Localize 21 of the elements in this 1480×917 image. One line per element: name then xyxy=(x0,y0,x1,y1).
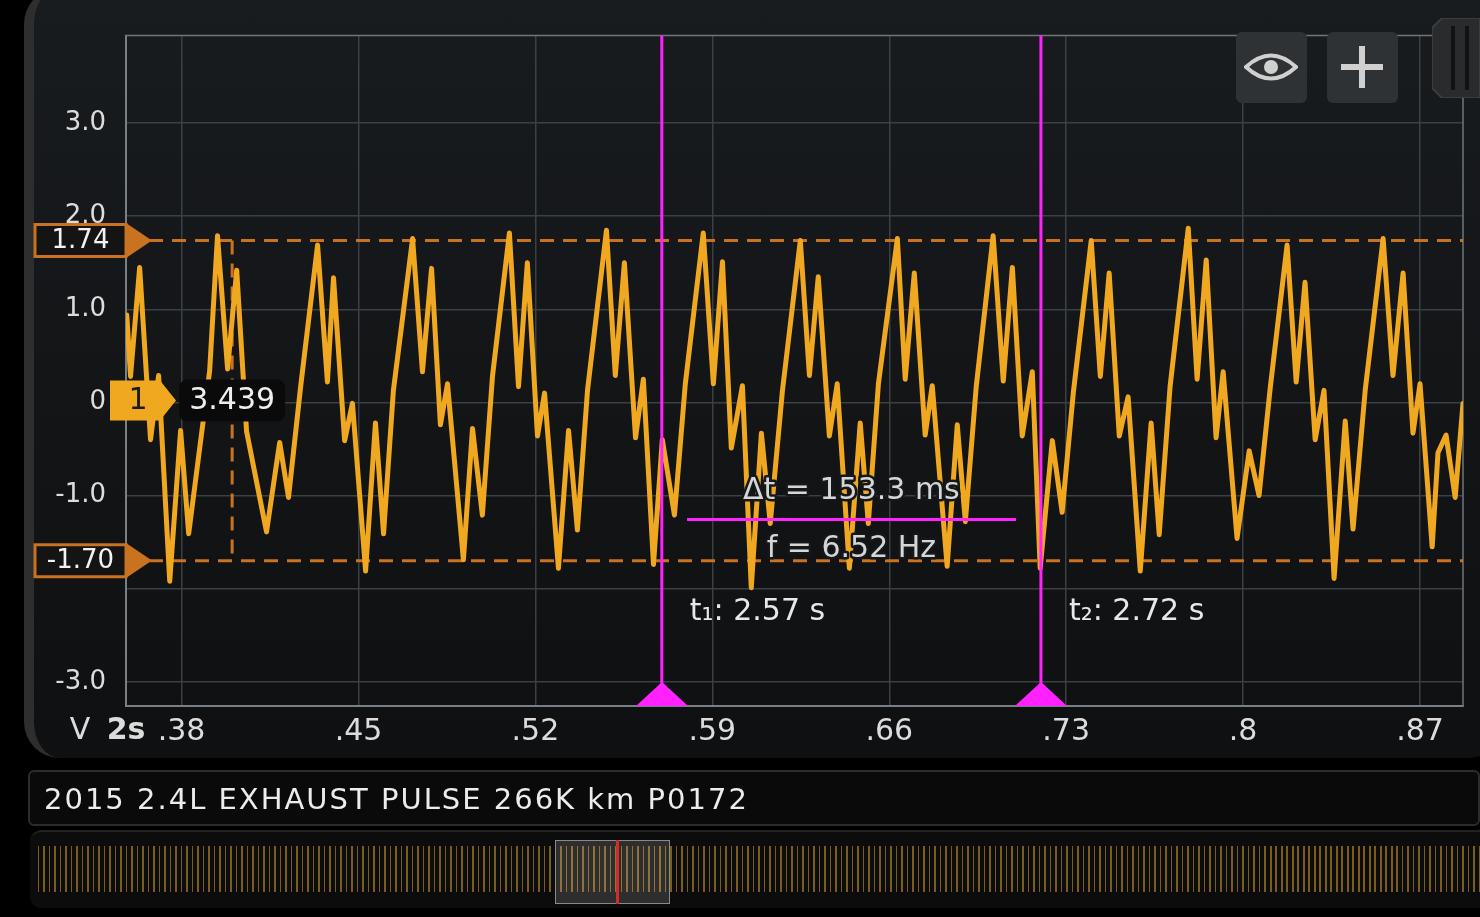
y-axis-title: V xyxy=(69,710,91,746)
x-tick-label: .52 xyxy=(511,711,560,747)
x-tick-label: .59 xyxy=(688,711,737,747)
y-tick-label: 3.0 xyxy=(64,105,106,136)
x-tick-label: .45 xyxy=(334,711,383,747)
y-tick-label: 0 xyxy=(89,385,106,416)
y-tick-label: -1.0 xyxy=(55,478,106,509)
y-tick-label: 1.0 xyxy=(64,292,106,323)
annotation: t₂: 2.72 s xyxy=(1068,591,1205,627)
ref-line-label: -1.70 xyxy=(46,544,115,575)
annotation: 3.439 xyxy=(189,381,276,417)
x-tick-label: .66 xyxy=(865,711,914,747)
x-tick-label: .38 xyxy=(157,711,206,747)
x-tick-label: .8 xyxy=(1228,711,1258,747)
y-tick-label: -3.0 xyxy=(55,664,106,695)
title-bar: 2015 2.4L EXHAUST PULSE 266K km P0172 xyxy=(28,770,1480,826)
x-tick-label: .73 xyxy=(1042,711,1091,747)
annotation: t₁: 2.57 s xyxy=(689,591,826,627)
x-tick-label: .87 xyxy=(1396,711,1444,747)
x-axis-title: 2s xyxy=(106,710,146,746)
series-label: 1 xyxy=(128,381,148,417)
